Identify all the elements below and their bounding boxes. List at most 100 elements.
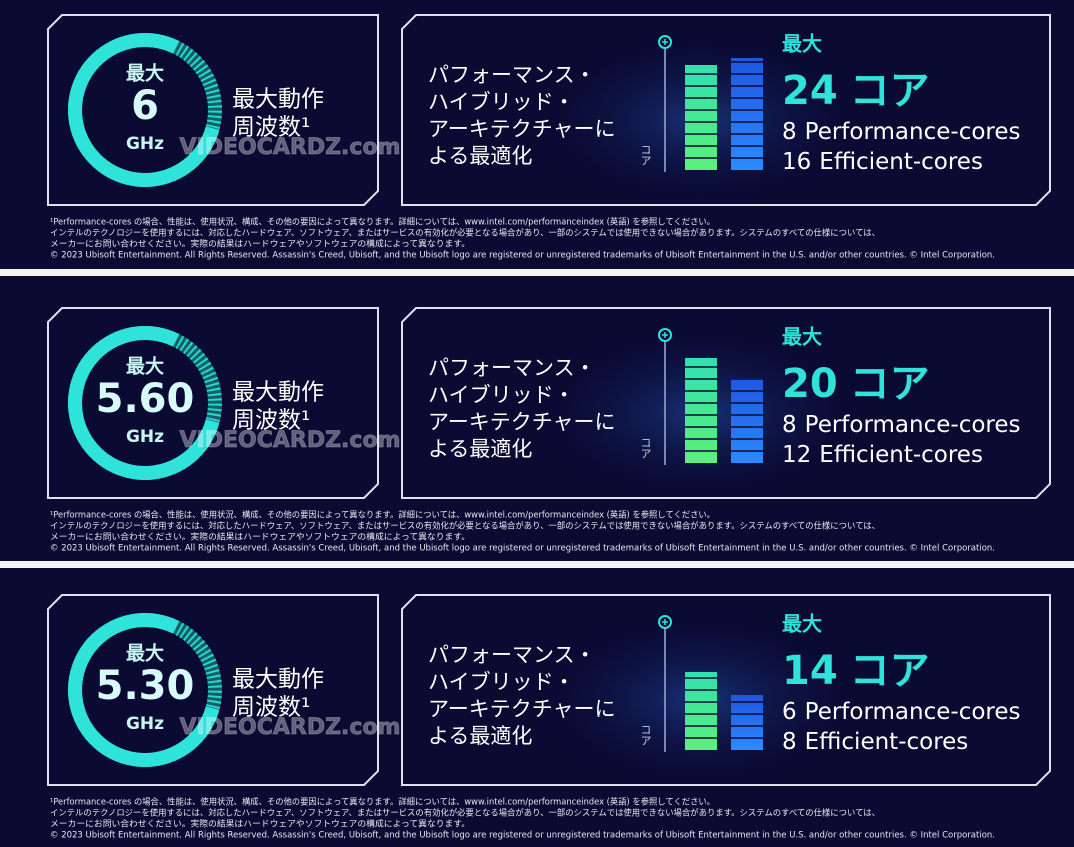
cores-unit: コア [850,361,930,407]
watermark: VIDEOCARDZ.com [180,715,401,740]
axis-icon-plus [662,332,668,338]
cores-box [401,307,1051,499]
architecture-text: ハイブリッド・ [428,90,575,114]
footnote: ¹Performance-cores の場合、性能は、使用状況、構成、その他の要… [50,217,715,228]
footnote: メーカーにお問い合わせください。実際の結果はハードウェアやソフトウェアの構成によ… [50,819,470,830]
frequency-label: 周波数¹ [232,695,310,721]
watermark: VIDEOCARDZ.com [180,428,401,453]
footnote: © 2023 Ubisoft Entertainment. All Rights… [50,251,995,261]
core-type: Efficient-cores [819,442,983,468]
cores-total: 14 コア [782,648,930,694]
gauge-ticks [52,310,238,496]
core-bar [731,378,763,463]
slide: 最大5.60GHz最大動作周波数¹パフォーマンス・ハイブリッド・アーキテクチャー… [47,307,1051,554]
separator [0,269,1074,276]
architecture-text: アーキテクチャーに [428,410,616,434]
axis-label: コア [639,144,652,166]
frequency-box [47,14,379,206]
core-type: Efficient-cores [819,149,983,175]
core-bar [685,65,717,170]
core-type: Performance-cores [805,699,1021,725]
architecture-text: ハイブリッド・ [428,670,575,694]
frequency-box [47,594,379,786]
gauge-unit: GHz [126,427,164,447]
frequency-box [47,307,379,499]
core-bar [731,58,763,170]
core-line: 6 Performance-cores [782,699,1021,725]
footnote: © 2023 Ubisoft Entertainment. All Rights… [50,831,995,841]
gauge-ticks [52,597,238,783]
frequency-label: 周波数¹ [232,408,310,434]
footnote: メーカーにお問い合わせください。実際の結果はハードウェアやソフトウェアの構成によ… [50,239,470,250]
frequency-label: 最大動作 [232,87,324,113]
gauge-value: 5.30 [96,663,195,709]
axis-icon-plus [662,39,668,45]
watermark: VIDEOCARDZ.com [180,135,401,160]
cores-box [401,14,1051,206]
core-line: 8 Efficient-cores [782,729,968,755]
footnote: ¹Performance-cores の場合、性能は、使用状況、構成、その他の要… [50,797,715,808]
architecture-text: よる最適化 [428,437,532,461]
core-bar [731,695,763,750]
footnote: ¹Performance-cores の場合、性能は、使用状況、構成、その他の要… [50,510,715,521]
architecture-text: パフォーマンス・ [428,643,596,667]
architecture-text: パフォーマンス・ [428,356,596,380]
gauge-label: 最大 [126,355,164,378]
cores-total: 20 コア [782,361,930,407]
frequency-label: 周波数¹ [232,115,310,141]
cores-number: 14 [782,648,838,694]
architecture-text: よる最適化 [428,144,532,168]
core-count: 12 [782,442,811,468]
cores-number: 24 [782,68,838,114]
cores-total: 24 コア [782,68,930,114]
architecture-text: ハイブリッド・ [428,383,575,407]
cores-unit: コア [850,68,930,114]
axis-icon-plus [662,619,668,625]
cores-label: 最大 [782,32,822,56]
core-count: 8 [782,412,797,438]
core-type: Efficient-cores [805,729,969,755]
cores-box [401,594,1051,786]
core-line: 8 Performance-cores [782,412,1021,438]
core-count: 8 [782,729,797,755]
architecture-text: アーキテクチャーに [428,697,616,721]
architecture-text: よる最適化 [428,724,532,748]
core-type: Performance-cores [805,412,1021,438]
axis-label: コア [639,437,652,459]
footnote: © 2023 Ubisoft Entertainment. All Rights… [50,544,995,554]
gauge-label: 最大 [126,642,164,665]
cores-label: 最大 [782,612,822,636]
footnote: インテルのテクノロジーを使用するには、対応したハードウェア、ソフトウェア、または… [50,521,880,532]
core-bar [685,672,717,750]
cores-unit: コア [850,648,930,694]
slide: 最大5.30GHz最大動作周波数¹パフォーマンス・ハイブリッド・アーキテクチャー… [47,594,1051,841]
axis-label: コア [639,724,652,746]
footnote: インテルのテクノロジーを使用するには、対応したハードウェア、ソフトウェア、または… [50,808,880,819]
core-count: 16 [782,149,811,175]
frequency-label: 最大動作 [232,667,324,693]
gauge-unit: GHz [126,134,164,154]
cores-label: 最大 [782,325,822,349]
architecture-text: アーキテクチャーに [428,117,616,141]
core-line: 16 Efficient-cores [782,149,983,175]
core-count: 6 [782,699,797,725]
core-line: 12 Efficient-cores [782,442,983,468]
core-count: 8 [782,119,797,145]
core-type: Performance-cores [805,119,1021,145]
gauge-unit: GHz [126,714,164,734]
footnote: メーカーにお問い合わせください。実際の結果はハードウェアやソフトウェアの構成によ… [50,532,470,543]
slide: 最大6GHz最大動作周波数¹パフォーマンス・ハイブリッド・アーキテクチャーによる… [47,14,1051,261]
core-line: 8 Performance-cores [782,119,1021,145]
gauge-value: 6 [131,83,159,129]
architecture-text: パフォーマンス・ [428,63,596,87]
separator [0,561,1074,568]
cores-number: 20 [782,361,838,407]
gauge-label: 最大 [126,62,164,85]
footnote: インテルのテクノロジーを使用するには、対応したハードウェア、ソフトウェア、または… [50,228,880,239]
gauge-value: 5.60 [96,376,195,422]
core-bar [685,358,717,463]
frequency-label: 最大動作 [232,380,324,406]
gauge-ticks [52,17,238,203]
